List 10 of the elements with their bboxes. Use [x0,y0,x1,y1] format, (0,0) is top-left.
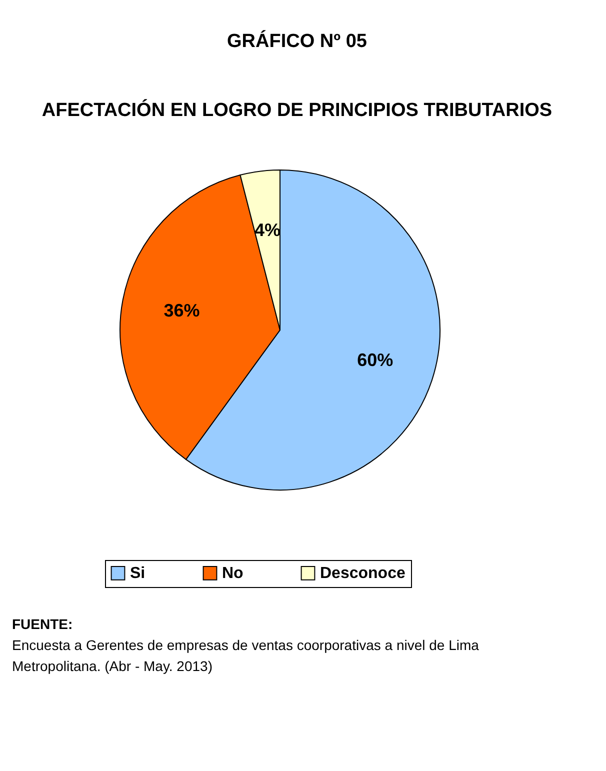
chart-title: GRÁFICO Nº 05 [227,30,368,52]
data-label: 60% [357,350,394,370]
legend-label: No [222,565,244,582]
data-label: 36% [164,300,200,320]
legend-label: Si [130,565,146,582]
source-note: FUENTE: [12,616,73,632]
chart-subtitle: AFECTACIÓN EN LOGRO DE PRINCIPIOS TRIBUTARIOS [42,99,552,121]
text: Encuesta a Gerentes de empresas de ventas coorporativas a nivel de Lima Metropolitana. (Abr - May. 2013) [12,637,480,674]
legend-label: Desconoce [320,565,406,582]
data-label: 4% [254,220,280,240]
